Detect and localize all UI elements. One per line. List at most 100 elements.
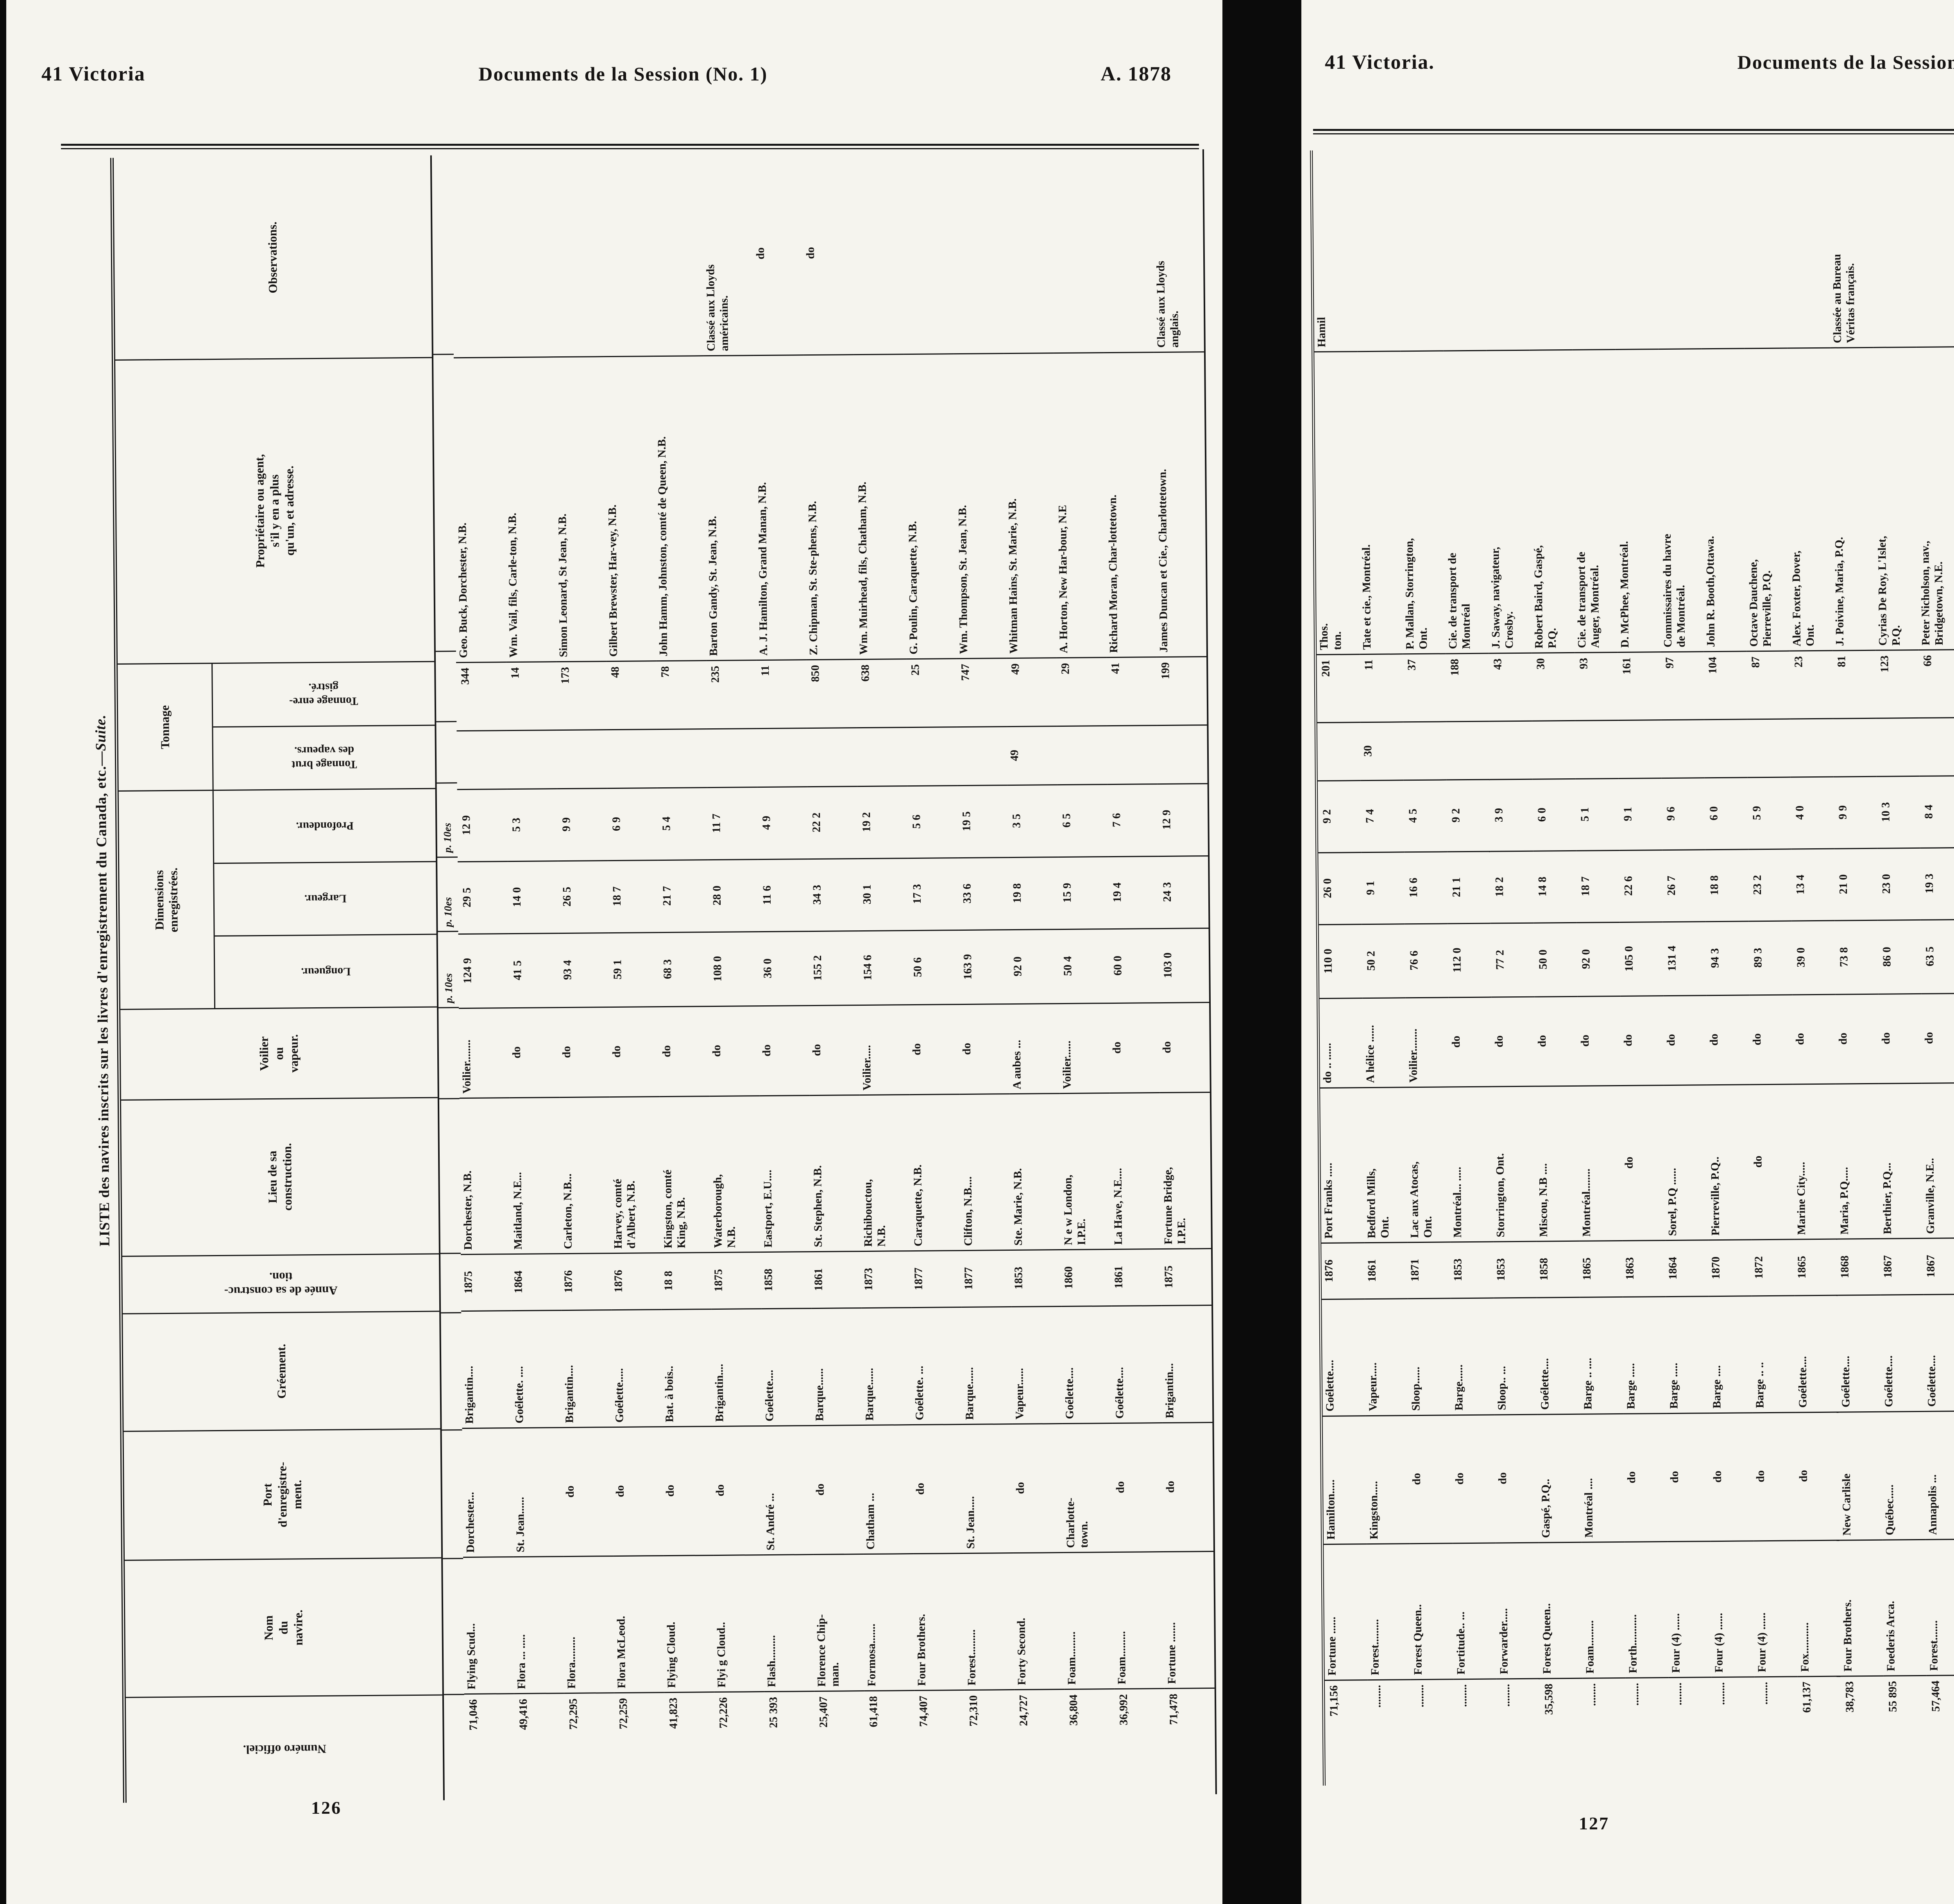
cell-no: 35,598 xyxy=(1542,1683,1555,1715)
cell-long: 89 3 xyxy=(1748,921,1793,996)
cell-lieu: Eastport, E.U.... xyxy=(759,1096,811,1253)
cell-no: ........ xyxy=(1671,1682,1684,1706)
cell-no: 61,137 xyxy=(1800,1681,1813,1713)
cell-annee: 1860 xyxy=(1061,1250,1112,1307)
cell-long: 39 0 xyxy=(1791,921,1836,996)
head-victoria: 41 Victoria xyxy=(41,63,146,85)
cell-prof: 4 0 xyxy=(1790,777,1834,850)
cell-gree: Goélette. .... xyxy=(511,1311,562,1429)
cell-brut xyxy=(1790,719,1834,778)
cell-port: do xyxy=(1112,1423,1164,1553)
cell-voile: Voilier..... xyxy=(859,1005,910,1096)
cell-gree: Goélette.... xyxy=(1537,1298,1581,1415)
cell-long: 154 6 xyxy=(858,931,909,1006)
cell-no: ........ xyxy=(1370,1685,1383,1708)
cell-port: Québec..... xyxy=(1881,1412,1926,1541)
cell-prop: Peter Nicholson, nav., Bridgetown, N.E. xyxy=(1916,347,1954,651)
cell-enr: 188 xyxy=(1446,654,1489,722)
cell-larg: 21 7 xyxy=(658,860,709,933)
cell-prof: 5 3 xyxy=(507,789,558,862)
cell-prof: 22 2 xyxy=(807,787,858,860)
cell-port: Gaspé, P.Q.. xyxy=(1537,1414,1582,1543)
units-spacer xyxy=(444,1695,465,1800)
cell-long: 94 3 xyxy=(1705,922,1750,996)
cell-enr: 29 xyxy=(1056,658,1107,727)
cell-no: 74,407 xyxy=(917,1695,930,1727)
cell-lieu: do xyxy=(1621,1085,1666,1242)
cell-larg: 13 4 xyxy=(1791,849,1835,922)
cell-no: 72,295 xyxy=(567,1698,580,1730)
header-lieu: Lieu de sa construction. xyxy=(121,1098,439,1257)
cell-annee: 1853 xyxy=(1493,1242,1537,1299)
cell-nom: Forwarder..... xyxy=(1496,1543,1540,1680)
cell-obs xyxy=(452,155,504,359)
cell-prop: Cyrias De Roy, L'Islet, P.Q. xyxy=(1873,347,1919,651)
cell-nom: Flyi g Cloud.. xyxy=(713,1555,764,1693)
cell-long: 124 9 xyxy=(458,934,509,1009)
cell-brut: 30 xyxy=(1360,722,1404,781)
cell-annee: 1871 xyxy=(1407,1243,1451,1300)
table-header-row: Numéro officiel. Nom du navire. Port d'e… xyxy=(113,155,445,1803)
cell-lieu: La Have, N.E.... xyxy=(1109,1093,1161,1250)
running-head-left: 41 Victoria Documents de la Session (No.… xyxy=(41,63,1172,86)
head-rule-left xyxy=(61,144,1199,149)
cell-port: do xyxy=(1623,1414,1668,1543)
cell-prop: A. Horton, New Har-bour, N.E xyxy=(1054,353,1107,659)
cell-obs xyxy=(1528,148,1573,351)
header-observations: Observations. xyxy=(113,155,432,361)
cell-prop: John Hamm, Johnston, comté de Queen, N.B… xyxy=(653,356,707,662)
cell-obs xyxy=(652,153,704,357)
cell-larg: 33 6 xyxy=(958,858,1009,931)
cell-larg: 23 0 xyxy=(1877,849,1921,921)
cell-larg: 15 9 xyxy=(1058,857,1109,930)
cell-obs xyxy=(1399,149,1444,352)
cell-nom: Forest....... xyxy=(1925,1539,1954,1676)
cell-brut xyxy=(957,727,1007,787)
cell-nom: Flying Scud... xyxy=(463,1557,514,1695)
cell-obs xyxy=(1657,147,1702,350)
cell-voile: do xyxy=(1620,996,1664,1086)
cell-annee: 18 8 xyxy=(660,1253,712,1310)
page-number-left: 126 xyxy=(311,1798,342,1818)
cell-lieu: Montréal........ xyxy=(1578,1086,1623,1242)
cell-prop: Richard Moran, Char-lottetown. xyxy=(1104,353,1157,658)
cell-obs xyxy=(1002,150,1054,354)
cell-lieu: Marine City..... xyxy=(1793,1084,1838,1240)
cell-larg: 18 7 xyxy=(1576,851,1620,923)
cell-long: 92 0 xyxy=(1576,923,1621,997)
cell-annee: 1858 xyxy=(760,1252,812,1310)
cell-port: St. André ... xyxy=(762,1426,814,1556)
cell-prof: 5 1 xyxy=(1575,779,1619,851)
registry-table-right: 71,156 Fortune ...... Hamilton..... Goélett… xyxy=(1310,141,1954,1786)
cell-prof: 9 2 xyxy=(1317,781,1362,854)
cell-prof: 9 1 xyxy=(1618,779,1662,851)
cell-port: do xyxy=(1666,1413,1711,1542)
cell-prof: 5 6 xyxy=(907,786,958,859)
cell-nom: Forth........... xyxy=(1625,1542,1669,1679)
header-dimensions-group: Dimensions enregistrées. Longueur. Large… xyxy=(118,789,437,1010)
cell-lieu: Lac aux Atocas, Ont. xyxy=(1406,1087,1451,1243)
header-nom-navire: Nom du navire. xyxy=(125,1558,442,1698)
units-spacer xyxy=(442,1430,463,1559)
cell-annee: 1853 xyxy=(1450,1242,1494,1299)
cell-annee: 1877 xyxy=(911,1251,962,1309)
cell-no: 25,407 xyxy=(817,1696,830,1728)
cell-long: 77 2 xyxy=(1491,923,1535,998)
head-rule-right xyxy=(1313,129,1954,134)
cell-lieu: Ste. Marie, N.B. xyxy=(1009,1094,1061,1251)
cell-brut xyxy=(757,729,807,788)
cell-prop: A. J. Hamilton, Grand Manan, N.B. xyxy=(753,356,807,661)
cell-port: do xyxy=(1408,1416,1453,1544)
cell-annee: 1876 xyxy=(561,1254,612,1311)
ship-rows-right: 71,156 Fortune ...... Hamilton..... Goélett… xyxy=(1313,141,1954,1786)
rotated-table-right: 71,156 Fortune ...... Hamilton..... Goélett… xyxy=(1310,141,1954,1786)
cell-obs: do xyxy=(752,152,804,356)
scan-gutter-bar xyxy=(1222,0,1301,1904)
cell-brut xyxy=(1747,719,1791,778)
cell-enr: 850 xyxy=(806,660,857,729)
cell-obs xyxy=(1700,147,1745,350)
cell-prop: Octave Dauchene, Pierreville, P.Q. xyxy=(1744,349,1790,652)
cell-brut xyxy=(1704,720,1748,779)
cell-no: 72,226 xyxy=(717,1697,730,1729)
